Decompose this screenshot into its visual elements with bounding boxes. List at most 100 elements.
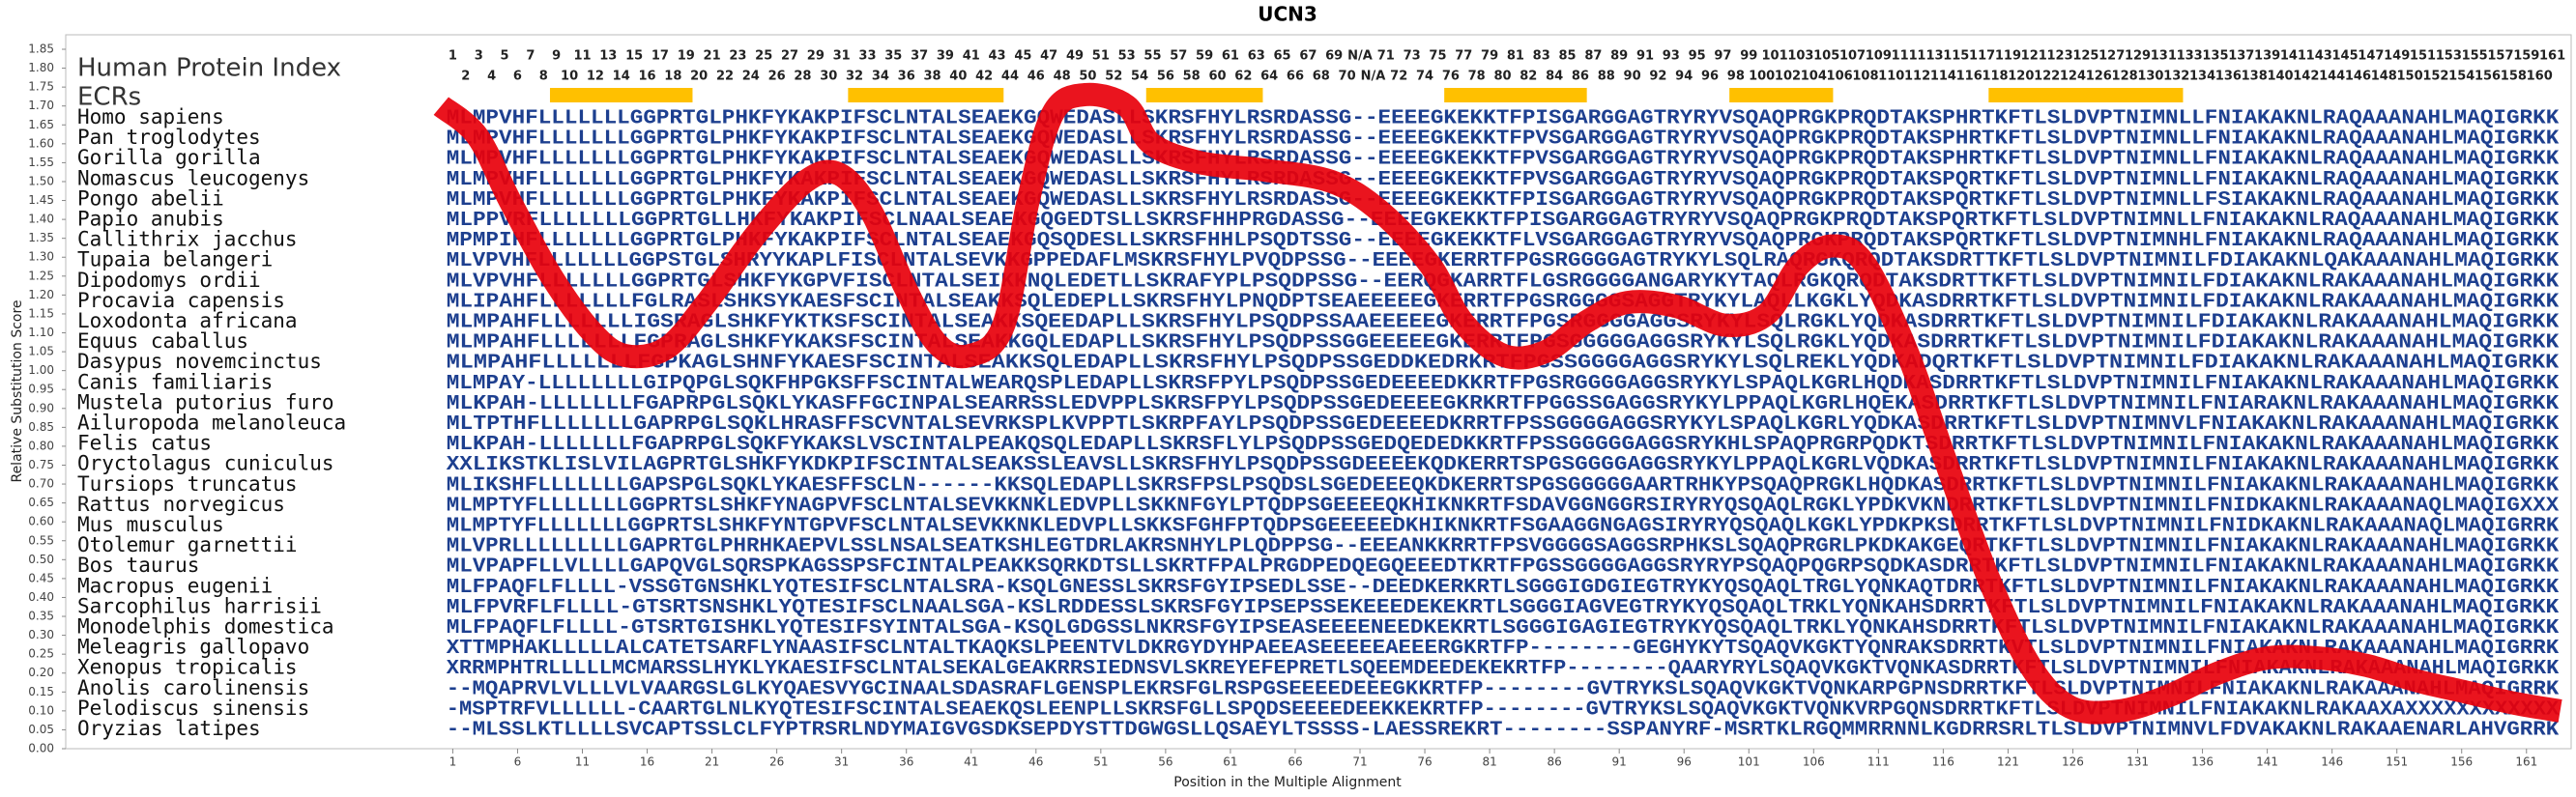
species-name: Dasypus novemcinctus — [77, 350, 322, 373]
index-label: 26 — [768, 70, 786, 84]
index-label: 111 — [1892, 49, 1918, 64]
index-label: 152 — [2422, 70, 2448, 84]
sequence: MLMPVHFLLLLLLLGGPRTGLPHKFYKAKPIFSCLNTALS… — [447, 108, 2560, 130]
sequence: MLMPTYFLLLLLLLGGPRTSLSHKFYNTGPVFSCLNTALS… — [447, 516, 2560, 538]
y-tick-label: 1.35 — [28, 231, 54, 244]
index-label: 32 — [846, 70, 863, 84]
index-label: 145 — [2331, 49, 2358, 64]
x-tick-label: 146 — [2321, 755, 2343, 769]
index-label: 41 — [963, 49, 980, 64]
index-label: 117 — [1969, 49, 1995, 64]
sequence: MLFPVRFLFLLLL-GTSRTSNSHKLYQTESIFSCLNAALS… — [447, 597, 2560, 619]
index-label: 106 — [1827, 70, 1853, 84]
y-tick-label: 0.50 — [28, 553, 54, 566]
sequence: MLMPAHFLLLLLLLIGSRAGLSHKFYKTKSFSCINTALSE… — [447, 312, 2560, 334]
index-label: 123 — [2046, 49, 2072, 64]
sequence: MLTPTHFLLLLLLLGAPRPGLSQKLHRASFFSCVNTALSE… — [447, 413, 2560, 436]
index-label: 18 — [664, 70, 681, 84]
index-label: 58 — [1183, 70, 1201, 84]
index-label: 34 — [872, 70, 889, 84]
index-label: 130 — [2137, 70, 2163, 84]
species-name: Tupaia belangeri — [77, 248, 273, 271]
sequence: MLMPAY-LLLLLLLLGIPQPGLSQKFHPGKSFFSCINTAL… — [447, 373, 2560, 395]
index-label: 121 — [2021, 49, 2047, 64]
index-label: 9 — [552, 49, 561, 64]
ecr-bar — [1729, 88, 1834, 102]
y-tick-label: 1.70 — [28, 99, 54, 112]
index-label: 146 — [2345, 70, 2371, 84]
index-label: 40 — [949, 70, 967, 84]
species-name: Meleagris gallopavo — [77, 636, 309, 659]
index-label: 67 — [1299, 49, 1317, 64]
y-tick-label: 0.00 — [28, 742, 54, 755]
index-label: 16 — [638, 70, 655, 84]
index-label: 81 — [1507, 49, 1524, 64]
y-tick-label: 1.45 — [28, 193, 54, 207]
index-label: 122 — [2034, 70, 2060, 84]
index-label: 6 — [513, 70, 522, 84]
index-label: 138 — [2242, 70, 2268, 84]
index-label: 31 — [833, 49, 851, 64]
x-tick-label: 101 — [1738, 755, 1760, 769]
y-tick-label: 1.75 — [28, 80, 54, 94]
x-tick-label: 6 — [514, 755, 522, 769]
species-name: Ailuropoda melanoleuca — [77, 412, 346, 435]
species-name: Papio anubis — [77, 208, 224, 231]
species-name: Sarcophilus harrisii — [77, 594, 322, 617]
index-label: 143 — [2306, 49, 2332, 64]
index-label: 38 — [923, 70, 941, 84]
index-label: 70 — [1339, 70, 1356, 84]
index-label: 104 — [1801, 70, 1827, 84]
index-label: 148 — [2371, 70, 2397, 84]
species-name: Tursiops truncatus — [77, 472, 298, 496]
x-tick-label: 111 — [1867, 755, 1890, 769]
index-title: Human Protein Index — [77, 54, 341, 83]
ecr-bar — [549, 88, 693, 102]
index-label: 124 — [2060, 70, 2086, 84]
sequence: MLVPVHFLLLLLLLGGPSTGLSHRYYKAPLFISCLNTALS… — [447, 250, 2560, 272]
species-name: Callithrix jacchus — [77, 228, 298, 251]
index-label: 102 — [1775, 70, 1801, 84]
index-label: 35 — [884, 49, 902, 64]
y-tick-label: 0.30 — [28, 628, 54, 641]
y-tick-label: 0.25 — [28, 647, 54, 661]
x-tick-label: 131 — [2127, 755, 2149, 769]
index-label: 50 — [1079, 70, 1096, 84]
x-tick-label: 161 — [2515, 755, 2537, 769]
index-label: 97 — [1714, 49, 1731, 64]
score-curve — [433, 82, 2562, 725]
index-label: 153 — [2436, 49, 2462, 64]
index-label: 95 — [1689, 49, 1706, 64]
species-name: Otolemur garnettii — [77, 533, 298, 556]
x-tick-label: 1 — [449, 755, 457, 769]
species-name: Homo sapiens — [77, 105, 224, 128]
index-label: 109 — [1866, 49, 1892, 64]
index-label: 151 — [2410, 49, 2436, 64]
index-label: 3 — [475, 49, 483, 64]
y-tick-label: 0.95 — [28, 383, 54, 396]
y-tick-label: 1.15 — [28, 306, 54, 320]
index-label: 39 — [937, 49, 954, 64]
index-label: 107 — [1839, 49, 1866, 64]
y-tick-label: 1.30 — [28, 250, 54, 264]
y-tick-label: 0.70 — [28, 477, 54, 491]
x-tick-label: 61 — [1223, 755, 1237, 769]
index-label: 133 — [2177, 49, 2203, 64]
index-label: 59 — [1196, 49, 1213, 64]
index-label: 105 — [1813, 49, 1839, 64]
index-label: 84 — [1546, 70, 1563, 84]
index-label: 55 — [1143, 49, 1161, 64]
index-label: 7 — [526, 49, 535, 64]
x-tick-label: 106 — [1803, 755, 1825, 769]
index-label: 128 — [2112, 70, 2138, 84]
index-label: 101 — [1762, 49, 1788, 64]
index-label: 126 — [2086, 70, 2112, 84]
species-name: Mustela putorius furo — [77, 390, 334, 413]
index-label: 79 — [1481, 49, 1498, 64]
index-label: 136 — [2215, 70, 2242, 84]
index-label: 134 — [2189, 70, 2215, 84]
index-label: 15 — [625, 49, 643, 64]
index-label: 100 — [1749, 70, 1775, 84]
index-label: 113 — [1917, 49, 1943, 64]
